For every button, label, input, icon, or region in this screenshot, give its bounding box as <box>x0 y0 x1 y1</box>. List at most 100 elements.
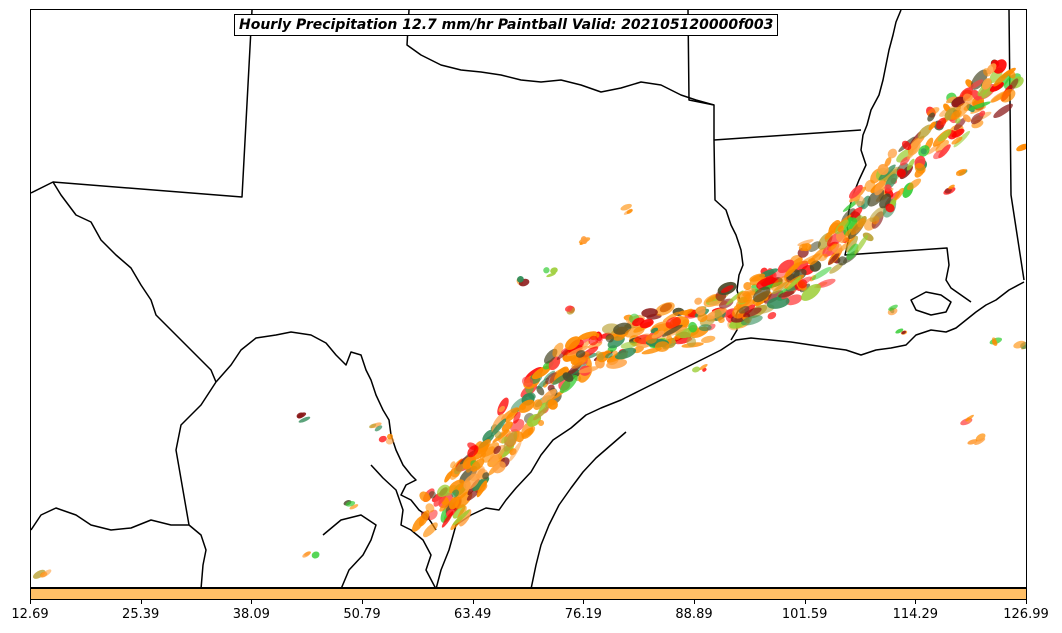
precip-blob <box>651 330 665 339</box>
precip-blob <box>605 333 615 343</box>
precip-blob <box>787 276 802 291</box>
precip-blob <box>771 275 790 292</box>
precip-blob <box>801 283 821 301</box>
boundary-nm-tx <box>52 10 253 198</box>
precip-blob <box>578 366 599 374</box>
colorbar-tick <box>804 600 806 604</box>
precip-blob <box>936 117 947 130</box>
precip-blob <box>778 291 795 298</box>
precip-blob <box>546 272 556 278</box>
precip-blob <box>883 160 891 167</box>
precip-blob <box>989 81 1004 92</box>
precip-blob <box>874 180 886 196</box>
precip-blob <box>828 243 837 252</box>
precip-blob <box>935 140 949 153</box>
precip-blob <box>498 405 506 413</box>
precip-blob <box>452 504 466 519</box>
precip-blob <box>741 315 763 326</box>
precip-blob <box>612 350 618 356</box>
precip-blob <box>1016 143 1026 152</box>
precip-blob <box>692 366 701 373</box>
precip-blob <box>296 412 304 419</box>
boundary-mexico-west <box>175 381 217 526</box>
precip-blob <box>489 444 506 462</box>
precip-blob <box>797 239 814 247</box>
precip-blob <box>565 336 581 350</box>
precip-blob <box>492 461 506 474</box>
precip-blob <box>937 129 952 142</box>
precip-blob <box>654 341 670 352</box>
colorbar-tick <box>472 600 474 604</box>
precip-blob <box>798 243 808 252</box>
precip-blob <box>901 330 907 335</box>
precip-blob <box>519 403 527 411</box>
colorbar-tick-label: 101.59 <box>781 607 828 622</box>
precip-blob <box>541 389 557 403</box>
precip-blob <box>463 473 480 490</box>
precip-blob <box>864 179 876 192</box>
colorbar-tick <box>583 600 585 604</box>
precip-blob <box>981 78 992 90</box>
precip-blob <box>686 336 697 347</box>
precip-blob <box>588 335 599 346</box>
precip-blob <box>349 504 359 510</box>
precip-blob <box>521 376 534 387</box>
precip-blob <box>459 509 472 527</box>
precip-blob <box>907 144 918 160</box>
precip-blob <box>509 441 522 462</box>
precip-blob <box>979 110 986 117</box>
precip-blob <box>970 105 986 114</box>
precip-blob <box>845 235 858 253</box>
boundary-mexico-coahuila <box>322 514 377 587</box>
precip-blob <box>948 184 955 190</box>
precip-blob <box>837 256 848 266</box>
precip-blob <box>387 433 393 440</box>
precip-blob <box>933 150 944 160</box>
map-canvas <box>31 10 1026 587</box>
precip-blob <box>302 551 311 558</box>
colorbar-tick <box>694 600 695 604</box>
precip-blob <box>849 207 863 220</box>
precip-blob <box>785 294 803 306</box>
precip-blob <box>850 218 866 236</box>
colorbar <box>30 588 1027 600</box>
precip-blob <box>991 339 998 346</box>
colorbar-tick-label: 63.49 <box>454 607 492 622</box>
precip-blob <box>620 341 638 349</box>
precip-blob <box>908 135 925 151</box>
precip-blob <box>901 140 912 151</box>
precip-blob <box>470 458 485 472</box>
precip-blob <box>829 263 843 274</box>
precip-blob <box>575 350 586 358</box>
precip-blob <box>777 259 794 274</box>
gulf-coastline <box>435 281 1025 587</box>
precip-blob <box>688 321 698 333</box>
precip-blob <box>451 489 460 498</box>
precip-blob <box>906 158 915 171</box>
colorbar-tick-label: 25.39 <box>122 607 160 622</box>
precip-blob <box>533 407 549 421</box>
precip-blob <box>986 63 997 75</box>
precip-blob <box>766 296 790 309</box>
precip-blob <box>662 311 681 322</box>
precip-blob <box>552 342 564 358</box>
precip-blob <box>920 148 927 155</box>
precip-blob <box>595 351 605 361</box>
precip-blob <box>895 328 904 334</box>
precip-blob <box>695 306 706 316</box>
precip-blob <box>698 324 712 332</box>
precip-blob <box>694 297 703 305</box>
precip-blob <box>954 118 961 124</box>
precip-blob <box>503 431 518 452</box>
precip-blob <box>743 281 752 291</box>
precip-blob <box>743 290 756 303</box>
colorbar-tick <box>251 600 253 604</box>
precip-blob <box>914 162 926 174</box>
precip-blob <box>490 418 507 437</box>
precip-blob <box>888 304 898 311</box>
precip-blob <box>885 203 895 213</box>
precip-blob <box>374 425 383 432</box>
boundary-mississippi-river <box>844 10 972 303</box>
precip-blob <box>547 399 558 410</box>
precip-blob <box>467 442 478 451</box>
